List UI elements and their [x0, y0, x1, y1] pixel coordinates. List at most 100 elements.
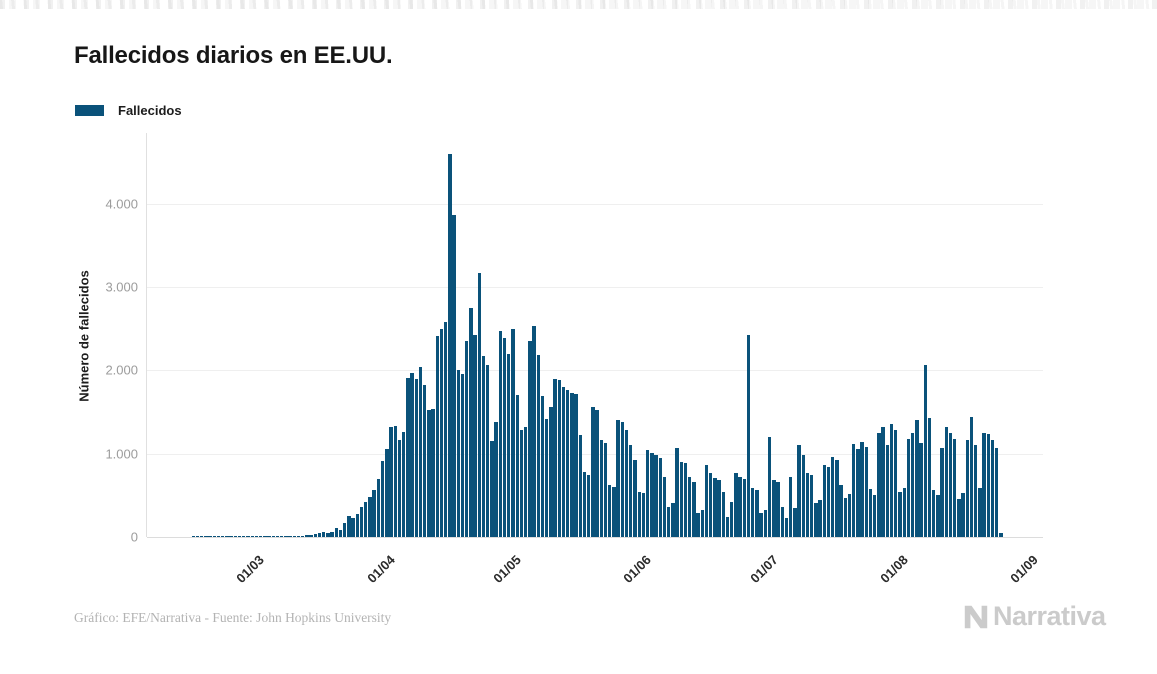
bar — [864, 447, 869, 537]
bar — [591, 407, 595, 537]
bar — [414, 378, 418, 537]
bar — [528, 341, 532, 537]
bar — [624, 430, 629, 537]
bar — [856, 448, 860, 537]
bar — [587, 474, 591, 537]
gridline — [147, 203, 1043, 205]
bar — [263, 536, 267, 537]
bar — [721, 492, 726, 537]
bar — [246, 536, 250, 537]
bar — [948, 432, 953, 537]
bar — [957, 498, 961, 537]
narrativa-logo: Narrativa — [962, 601, 1106, 632]
bar — [574, 393, 578, 537]
bar — [254, 536, 259, 537]
bar — [279, 536, 284, 537]
bar — [380, 461, 385, 537]
bar — [389, 427, 393, 537]
bar — [477, 272, 482, 537]
bar — [633, 460, 637, 537]
bar — [284, 536, 288, 537]
bar — [465, 341, 469, 537]
bar — [490, 441, 494, 537]
bar — [275, 536, 280, 537]
bar — [502, 337, 507, 537]
bar — [330, 531, 334, 537]
bar — [717, 480, 721, 537]
bar — [809, 475, 814, 537]
bar — [734, 472, 738, 537]
gridline — [147, 537, 1043, 538]
bar — [620, 422, 625, 537]
bar — [494, 422, 498, 537]
bar — [481, 356, 486, 537]
gridline — [147, 287, 1043, 288]
bar — [995, 447, 999, 537]
bar — [788, 477, 793, 537]
bar — [191, 536, 195, 537]
x-tick-label: 01/09 — [1007, 552, 1042, 586]
bar — [406, 377, 410, 537]
bar — [435, 336, 439, 537]
bar — [713, 477, 717, 537]
bar — [940, 447, 944, 537]
bar — [666, 507, 671, 537]
bar — [267, 536, 271, 537]
bar — [759, 512, 763, 537]
bar — [952, 438, 957, 537]
bar — [746, 335, 751, 537]
bar — [326, 532, 330, 537]
bar — [999, 532, 1003, 537]
bar — [599, 440, 604, 537]
bar — [683, 462, 688, 537]
bar — [515, 395, 519, 537]
bar — [671, 502, 675, 537]
bar — [486, 365, 490, 537]
bar — [532, 326, 536, 537]
bar — [195, 536, 200, 537]
bar — [204, 536, 208, 537]
bar — [570, 392, 574, 537]
y-tick-label: 3.000 — [105, 279, 138, 295]
bar — [675, 447, 679, 537]
bar — [730, 502, 734, 537]
bar — [822, 465, 826, 537]
bar — [704, 465, 709, 537]
bar — [793, 507, 797, 537]
bar — [902, 487, 906, 537]
bar — [233, 536, 238, 537]
bar — [725, 517, 730, 537]
bar — [401, 432, 406, 537]
gridline — [147, 370, 1043, 372]
bar — [212, 536, 217, 537]
bar — [616, 420, 620, 537]
bar — [553, 378, 557, 537]
bar — [300, 535, 305, 537]
bar — [982, 432, 986, 537]
bar — [679, 462, 683, 537]
bar — [835, 459, 839, 537]
bar — [612, 487, 616, 537]
bar — [919, 442, 923, 537]
x-axis-ticks: 01/03 01/04 01/05 01/06 01/07 01/08 01/09 — [146, 537, 1042, 607]
bar — [439, 328, 444, 537]
bar — [557, 380, 561, 537]
bar — [860, 442, 864, 537]
bar — [536, 355, 540, 537]
bar — [650, 452, 654, 537]
bar — [843, 497, 847, 537]
bar — [986, 433, 991, 537]
bar — [662, 477, 667, 537]
bar — [221, 536, 225, 537]
bar — [313, 533, 317, 537]
x-tick-label: 01/03 — [233, 552, 268, 586]
bar — [898, 492, 902, 537]
bar — [376, 478, 381, 537]
bar — [738, 477, 742, 537]
bar — [784, 517, 789, 537]
bar — [338, 529, 343, 537]
bar — [544, 418, 549, 537]
bar — [456, 370, 460, 537]
bar — [839, 484, 843, 537]
bar — [422, 384, 427, 537]
